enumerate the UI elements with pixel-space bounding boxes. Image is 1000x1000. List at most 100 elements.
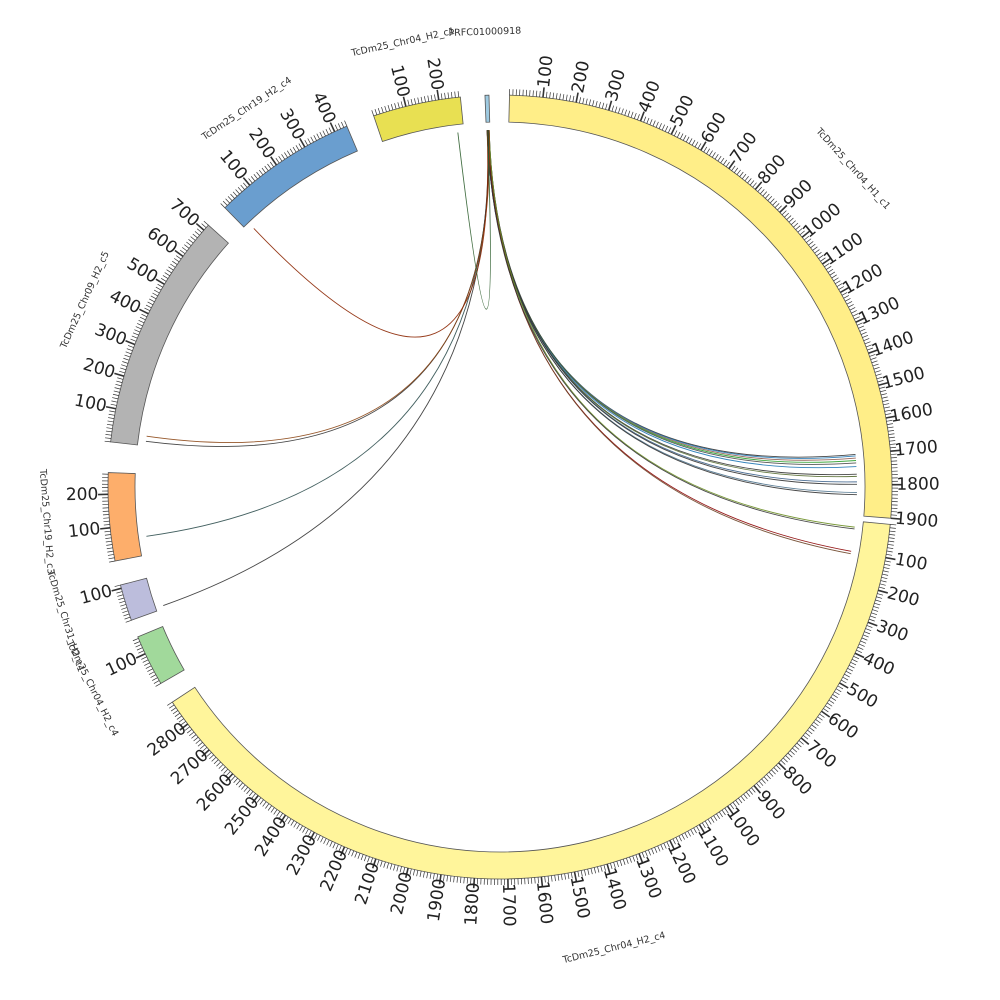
major-tick — [801, 230, 811, 238]
minor-tick — [890, 446, 897, 449]
minor-tick — [853, 655, 860, 660]
sequence-label: TcDm25_Chr31_H2_c1 — [44, 568, 86, 673]
minor-tick — [774, 203, 780, 208]
minor-tick — [235, 780, 241, 786]
minor-tick — [595, 100, 598, 107]
minor-tick — [772, 200, 778, 206]
minor-tick — [328, 127, 332, 134]
minor-tick — [648, 849, 651, 856]
minor-tick — [195, 739, 201, 744]
minor-tick — [577, 871, 580, 878]
minor-tick — [241, 784, 246, 790]
minor-tick — [592, 100, 595, 107]
minor-tick — [836, 283, 843, 287]
major-tick — [201, 749, 210, 758]
minor-tick — [426, 872, 429, 879]
minor-tick — [651, 848, 655, 855]
minor-tick — [259, 799, 264, 805]
minor-tick — [851, 310, 857, 314]
minor-tick — [453, 876, 455, 883]
minor-tick — [414, 98, 417, 105]
minor-tick — [532, 90, 534, 97]
tick-label: 1400 — [599, 866, 630, 913]
minor-tick — [170, 707, 177, 712]
minor-tick — [888, 433, 895, 435]
minor-tick — [286, 150, 291, 156]
minor-tick — [549, 92, 551, 99]
tick-layer — [98, 87, 902, 889]
minor-tick — [718, 811, 723, 818]
minor-tick — [585, 98, 588, 105]
link — [145, 130, 490, 447]
minor-tick — [360, 854, 364, 861]
minor-tick — [218, 764, 224, 769]
sequence-label: TcDm25_Chr19_H2_c3 — [37, 468, 56, 575]
minor-tick — [560, 874, 563, 881]
minor-tick — [261, 167, 266, 174]
minor-tick — [107, 554, 114, 556]
minor-tick — [811, 724, 817, 729]
minor-tick — [153, 680, 160, 684]
minor-tick — [678, 835, 682, 842]
link — [146, 130, 490, 443]
minor-tick — [880, 393, 887, 396]
minor-tick — [870, 615, 876, 619]
minor-tick — [803, 735, 809, 740]
minor-tick — [844, 673, 850, 678]
minor-tick — [116, 591, 123, 594]
tick-label: 2200 — [316, 847, 352, 895]
minor-tick — [433, 873, 435, 880]
minor-tick — [691, 139, 696, 146]
major-tick — [868, 349, 879, 355]
minor-tick — [865, 628, 872, 632]
minor-tick — [654, 847, 658, 853]
minor-tick — [145, 665, 152, 669]
major-tick — [155, 278, 165, 286]
minor-tick — [289, 148, 294, 155]
minor-tick — [720, 157, 725, 164]
minor-tick — [868, 618, 875, 622]
minor-tick — [196, 228, 202, 233]
minor-tick — [875, 373, 882, 376]
minor-tick — [766, 774, 771, 780]
minor-tick — [643, 116, 647, 123]
minor-tick — [175, 255, 182, 260]
minor-tick — [172, 710, 179, 715]
minor-tick — [248, 178, 253, 184]
minor-tick — [444, 92, 446, 99]
minor-tick — [709, 150, 713, 156]
minor-tick — [886, 419, 893, 422]
tick-label: 100 — [78, 581, 115, 609]
minor-tick — [826, 702, 833, 707]
minor-tick — [108, 417, 115, 419]
minor-tick — [747, 178, 752, 184]
minor-tick — [322, 130, 326, 137]
major-tick — [542, 87, 545, 98]
tick-label: 100 — [73, 391, 109, 417]
minor-tick — [273, 809, 278, 815]
minor-tick — [109, 410, 116, 413]
major-tick — [855, 317, 866, 323]
tick-label: 400 — [106, 286, 144, 318]
minor-tick — [233, 778, 238, 783]
minor-tick — [326, 839, 330, 846]
minor-tick — [889, 443, 896, 445]
minor-tick — [850, 661, 857, 666]
minor-tick — [810, 243, 816, 249]
major-tick — [890, 517, 901, 520]
minor-tick — [341, 121, 345, 128]
minor-tick — [569, 95, 571, 102]
minor-tick — [807, 729, 813, 735]
minor-tick — [422, 871, 425, 878]
minor-tick — [281, 154, 286, 160]
minor-tick — [725, 161, 730, 167]
minor-tick — [147, 301, 154, 306]
major-tick — [339, 846, 346, 857]
minor-tick — [376, 859, 380, 866]
tick-label: 700 — [802, 737, 840, 773]
minor-tick — [225, 771, 231, 777]
minor-tick — [646, 117, 650, 124]
minor-tick — [206, 752, 212, 757]
minor-tick — [132, 332, 139, 336]
